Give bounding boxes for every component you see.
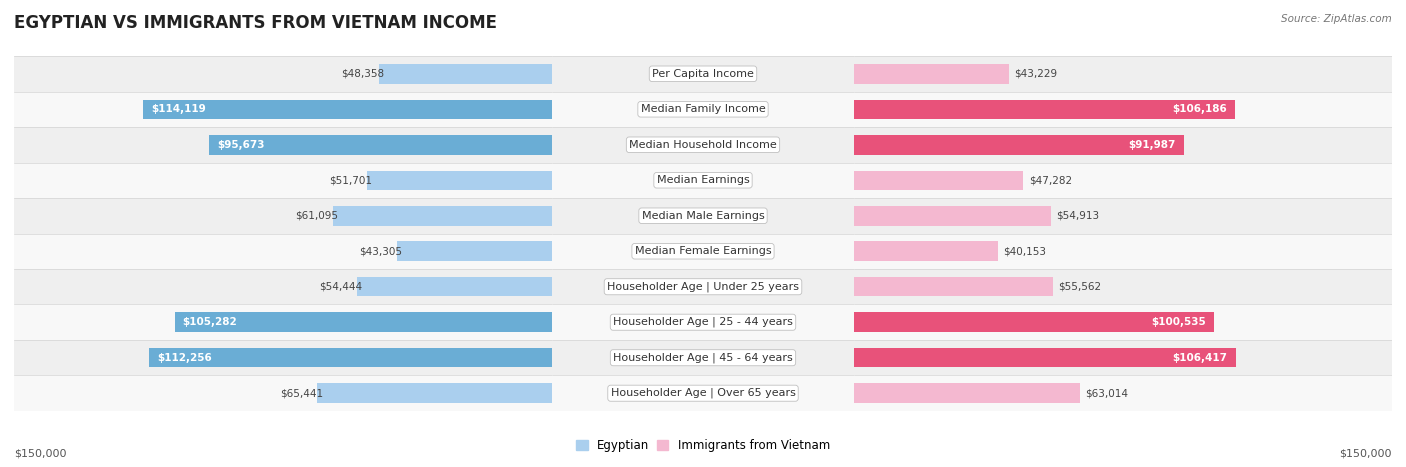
Bar [14,163,553,198]
Text: Median Female Earnings: Median Female Earnings [634,246,772,256]
Bar [853,241,998,261]
Bar [853,56,1392,92]
Bar [553,127,853,163]
Bar [553,304,853,340]
Text: $95,673: $95,673 [217,140,264,150]
Bar [853,269,1392,304]
Text: $43,229: $43,229 [1014,69,1057,79]
Bar [367,170,553,190]
Text: Median Household Income: Median Household Income [628,140,778,150]
Text: $63,014: $63,014 [1085,388,1128,398]
Text: Source: ZipAtlas.com: Source: ZipAtlas.com [1281,14,1392,24]
Bar [553,163,853,198]
Text: $40,153: $40,153 [1002,246,1046,256]
Text: $55,562: $55,562 [1059,282,1101,292]
Text: $43,305: $43,305 [360,246,402,256]
Bar [14,234,553,269]
Bar [553,234,853,269]
Text: $150,000: $150,000 [1340,448,1392,458]
Bar [553,198,853,234]
Text: $150,000: $150,000 [14,448,66,458]
Bar [14,340,553,375]
Text: $112,256: $112,256 [157,353,212,363]
Bar [553,375,853,411]
Text: $51,701: $51,701 [329,175,373,185]
Text: Median Family Income: Median Family Income [641,104,765,114]
Bar [14,198,553,234]
Text: Householder Age | Over 65 years: Householder Age | Over 65 years [610,388,796,398]
Bar [853,206,1050,226]
Bar [149,348,553,368]
Text: Median Earnings: Median Earnings [657,175,749,185]
Text: $48,358: $48,358 [342,69,384,79]
Bar [357,277,553,297]
Text: $54,444: $54,444 [319,282,363,292]
Bar [14,375,553,411]
Text: EGYPTIAN VS IMMIGRANTS FROM VIETNAM INCOME: EGYPTIAN VS IMMIGRANTS FROM VIETNAM INCO… [14,14,498,32]
Bar [853,348,1236,368]
Bar [853,92,1392,127]
Bar [14,269,553,304]
Text: Householder Age | 25 - 44 years: Householder Age | 25 - 44 years [613,317,793,327]
Bar [396,241,553,261]
Bar [553,269,853,304]
Text: $106,417: $106,417 [1173,353,1227,363]
Text: $91,987: $91,987 [1129,140,1175,150]
Bar [853,163,1392,198]
Text: $47,282: $47,282 [1029,175,1071,185]
Text: $106,186: $106,186 [1173,104,1226,114]
Bar [853,127,1392,163]
Text: $105,282: $105,282 [183,317,238,327]
Bar [853,383,1080,403]
Bar [174,312,553,332]
Text: $54,913: $54,913 [1056,211,1099,221]
Bar [209,135,553,155]
Bar [853,234,1392,269]
Text: $100,535: $100,535 [1152,317,1206,327]
Text: $61,095: $61,095 [295,211,339,221]
Bar [14,304,553,340]
Bar [853,170,1024,190]
Bar [853,64,1010,84]
Bar [318,383,553,403]
Text: Householder Age | 45 - 64 years: Householder Age | 45 - 64 years [613,353,793,363]
Bar [14,127,553,163]
Text: Householder Age | Under 25 years: Householder Age | Under 25 years [607,282,799,292]
Bar [853,135,1184,155]
Bar [853,198,1392,234]
Text: Per Capita Income: Per Capita Income [652,69,754,79]
Bar [378,64,553,84]
Bar [14,56,553,92]
Text: Median Male Earnings: Median Male Earnings [641,211,765,221]
Bar [853,304,1392,340]
Bar [553,340,853,375]
Bar [14,92,553,127]
Bar [553,56,853,92]
Legend: Egyptian, Immigrants from Vietnam: Egyptian, Immigrants from Vietnam [571,434,835,456]
Bar [853,99,1234,119]
Bar [143,99,553,119]
Bar [333,206,553,226]
Bar [853,277,1053,297]
Bar [853,340,1392,375]
Bar [853,312,1215,332]
Bar [553,92,853,127]
Text: $65,441: $65,441 [280,388,323,398]
Bar [853,375,1392,411]
Text: $114,119: $114,119 [150,104,205,114]
